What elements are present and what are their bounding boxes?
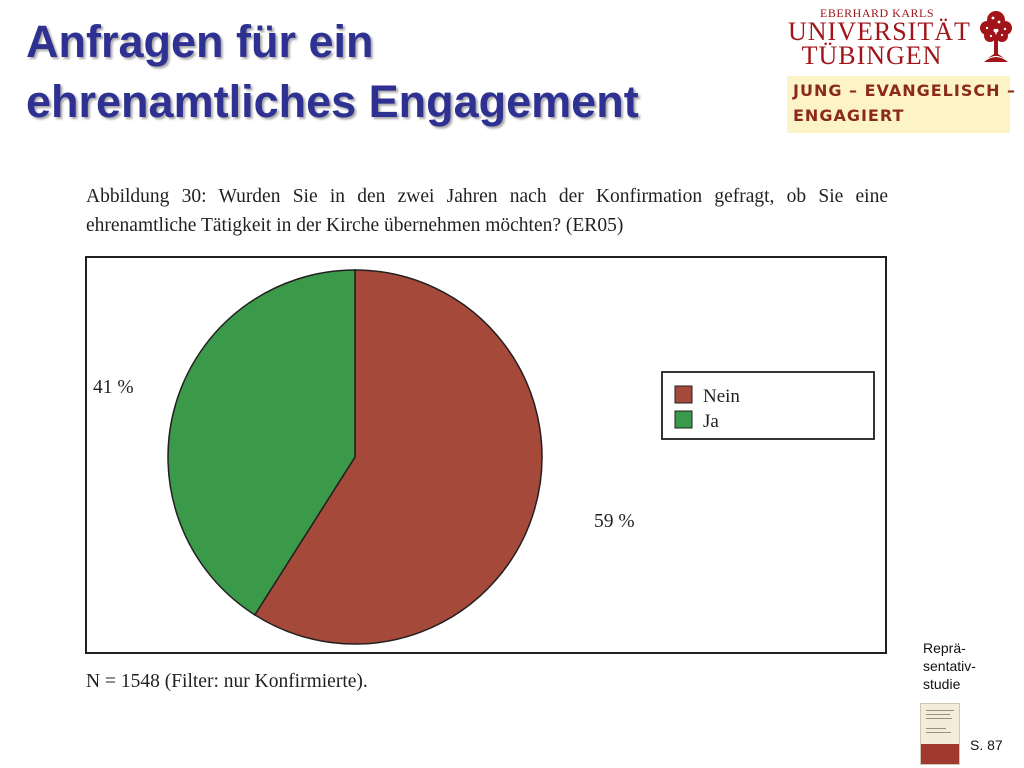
- book-cover-text-line: [926, 718, 952, 719]
- pie-data-label-nein: 59 %: [594, 511, 635, 532]
- pie-slice-ja: [167, 269, 356, 616]
- tree-icon: [980, 11, 1012, 62]
- figure-footnote: N = 1548 (Filter: nur Konfirmierte).: [86, 671, 368, 692]
- legend-label-ja: Ja: [703, 411, 719, 432]
- study-label-line-2: sentativ-: [923, 658, 976, 674]
- book-cover-text-line: [926, 714, 950, 715]
- slide-title-line-1: Anfragen für ein: [26, 16, 374, 67]
- slide-title-line-2: ehrenamtliches Engagement: [26, 76, 639, 127]
- university-logo-line-1: UNIVERSITÄT: [788, 17, 971, 46]
- book-cover-band: [921, 744, 959, 764]
- chart-frame: 59 % 41 % Nein Ja: [85, 256, 887, 654]
- project-label-box: JUNG – EVANGELISCH – ENGAGIERT: [787, 76, 1015, 133]
- legend-box: [661, 371, 875, 440]
- study-label-line-3: studie: [923, 676, 961, 692]
- page-reference: S. 87: [970, 737, 1003, 753]
- project-label-line-2: ENGAGIERT: [793, 106, 905, 125]
- pie-chart: 59 % 41 % Nein Ja: [93, 269, 875, 645]
- slide-title: Anfragen für ein ehrenamtliches Engageme…: [26, 12, 766, 132]
- university-logo-line-2: TÜBINGEN: [801, 41, 943, 70]
- chart-legend: Nein Ja: [661, 371, 875, 440]
- pie-slice-nein: [253, 269, 543, 645]
- project-label-line-1: JUNG – EVANGELISCH –: [793, 81, 1017, 100]
- study-label-line-1: Reprä-: [923, 640, 966, 656]
- book-cover-text-line: [926, 732, 951, 733]
- legend-swatch-ja: [674, 410, 693, 429]
- pie-data-label-ja: 41 %: [93, 377, 134, 398]
- legend-swatch-nein: [674, 385, 693, 404]
- figure-caption: Abbildung 30: Wurden Sie in den zwei Jah…: [86, 186, 888, 236]
- book-cover-icon: [920, 703, 960, 765]
- book-cover-text-line: [926, 710, 954, 711]
- university-logo-small-text: EBERHARD KARLS: [820, 6, 935, 20]
- study-label: Reprä- sentativ- studie: [923, 639, 1013, 693]
- book-cover-text-line: [926, 728, 946, 729]
- university-logo: EBERHARD KARLS UNIVERSITÄT TÜBINGEN: [788, 6, 1016, 70]
- legend-label-nein: Nein: [703, 386, 740, 407]
